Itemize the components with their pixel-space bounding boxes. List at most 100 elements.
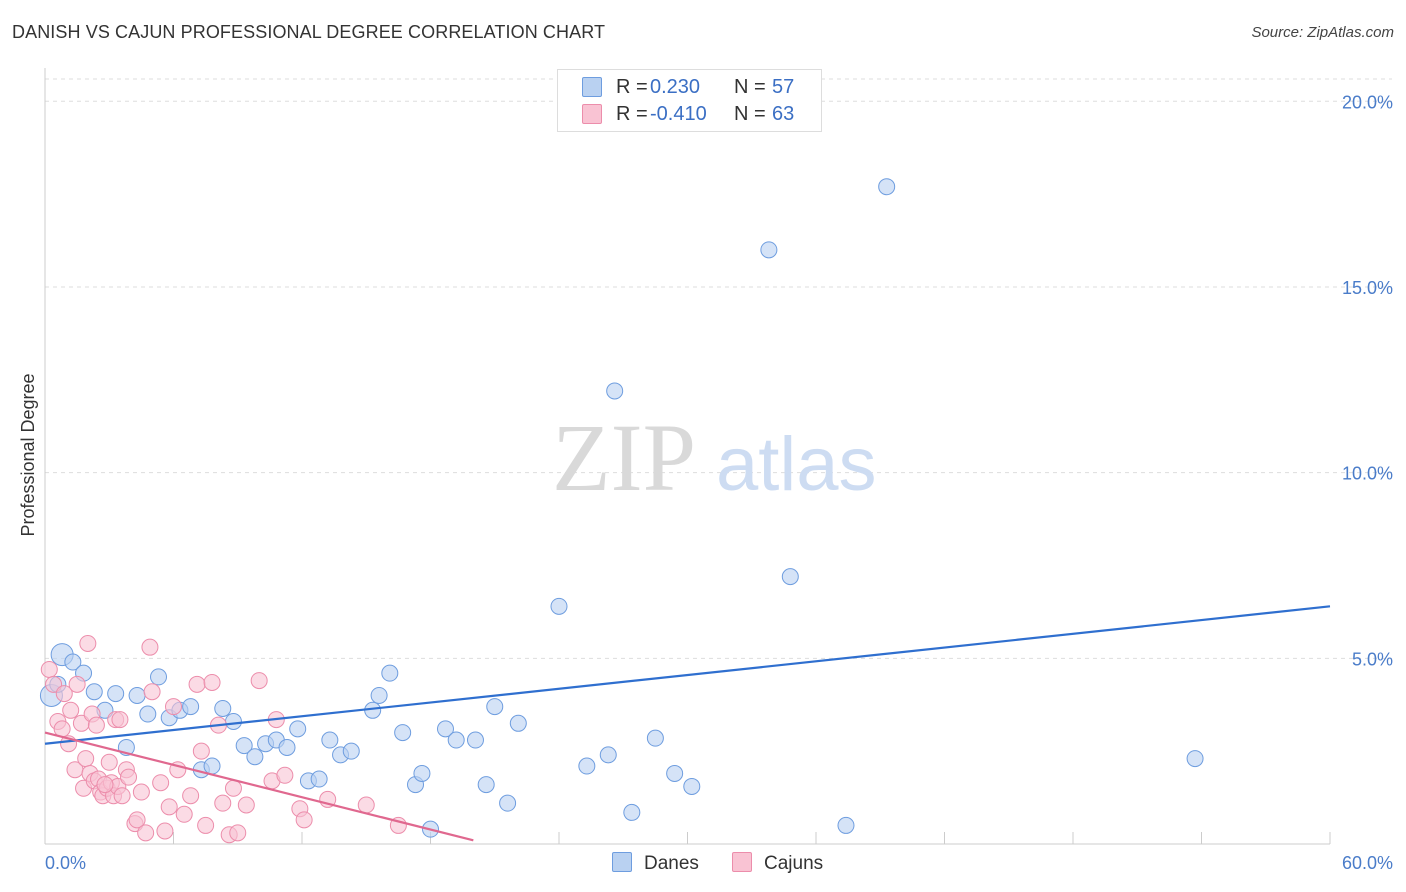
y-tick-label: 15.0%	[1342, 278, 1393, 298]
data-point-cajuns	[295, 811, 313, 829]
data-point-danes	[413, 764, 431, 782]
x-tick-label-min: 0.0%	[45, 853, 86, 873]
data-point-cajuns	[203, 673, 221, 691]
legend-swatch-danes	[612, 852, 632, 872]
data-point-danes	[578, 757, 596, 775]
data-point-cajuns	[250, 672, 268, 690]
data-point-cajuns	[276, 766, 294, 784]
data-point-cajuns	[192, 742, 210, 760]
data-point-danes	[64, 653, 82, 671]
data-point-danes	[107, 685, 125, 703]
data-point-cajuns	[62, 701, 80, 719]
watermark-atlas: atlas	[716, 422, 877, 507]
data-point-danes	[599, 746, 617, 764]
data-point-danes	[550, 597, 568, 615]
data-point-cajuns	[68, 675, 86, 693]
data-point-danes	[646, 729, 664, 747]
data-point-cajuns	[237, 796, 255, 814]
data-point-cajuns	[165, 698, 182, 716]
legend-r-value-danes: 0.230	[650, 76, 701, 98]
data-point-cajuns	[182, 787, 200, 805]
data-point-danes	[370, 686, 388, 704]
stats-legend: R = 0.230 N = 57 R = -0.410 N = 63	[557, 69, 822, 132]
chart-title: DANISH VS CAJUN PROFESSIONAL DEGREE CORR…	[12, 22, 606, 42]
data-point-danes	[321, 731, 339, 749]
y-tick-labels: 5.0% 10.0% 15.0% 20.0%	[1342, 92, 1393, 669]
legend-item-danes: Danes	[612, 852, 699, 876]
data-point-danes	[128, 686, 146, 704]
data-point-danes	[606, 382, 624, 400]
data-point-danes	[878, 178, 896, 196]
legend-n-value-cajuns: 63	[772, 103, 795, 125]
legend-n-label: N =	[734, 103, 766, 125]
data-point-cajuns	[141, 638, 159, 656]
data-points	[39, 178, 1204, 844]
data-point-cajuns	[357, 796, 375, 814]
data-point-danes	[436, 720, 454, 738]
source-label: Source: ZipAtlas.com	[1251, 24, 1394, 41]
data-point-cajuns	[160, 798, 178, 816]
data-point-danes	[85, 683, 103, 701]
data-point-danes	[666, 764, 684, 782]
data-point-cajuns	[229, 824, 247, 842]
data-point-cajuns	[152, 774, 170, 792]
data-point-cajuns	[77, 750, 95, 768]
data-point-cajuns	[96, 776, 114, 794]
trend-line-cajuns	[44, 731, 474, 842]
data-point-cajuns	[45, 675, 63, 693]
y-axis-label: Professional Degree	[18, 373, 38, 536]
y-tick-label: 5.0%	[1352, 649, 1393, 669]
data-point-danes	[1186, 750, 1204, 768]
data-point-danes	[182, 698, 200, 716]
grid-lines	[45, 78, 1392, 659]
data-point-danes	[150, 668, 168, 686]
data-point-cajuns	[197, 816, 215, 834]
x-tick-label-max: 60.0%	[1342, 853, 1393, 873]
data-point-cajuns	[143, 683, 161, 701]
axes	[44, 68, 1331, 845]
data-point-danes	[499, 794, 517, 812]
data-point-cajuns	[55, 685, 73, 703]
data-point-danes	[278, 738, 296, 756]
data-point-danes	[760, 241, 778, 259]
data-point-cajuns	[100, 753, 118, 771]
legend-r-label: R =	[616, 76, 648, 98]
data-point-cajuns	[111, 711, 129, 729]
data-point-danes	[246, 748, 264, 766]
y-tick-label: 20.0%	[1342, 92, 1393, 112]
legend-r-value-cajuns: -0.410	[650, 103, 707, 125]
legend-item-cajuns: Cajuns	[732, 852, 823, 876]
legend-label-danes: Danes	[644, 853, 699, 874]
data-point-danes	[683, 777, 701, 795]
data-point-danes	[623, 803, 641, 821]
data-point-cajuns	[175, 805, 193, 823]
data-point-cajuns	[156, 822, 174, 840]
data-point-danes	[224, 712, 242, 730]
data-point-cajuns	[137, 824, 155, 842]
data-point-cajuns	[188, 675, 206, 693]
data-point-danes	[477, 776, 495, 794]
data-point-danes	[837, 816, 855, 834]
data-point-cajuns	[120, 768, 138, 786]
y-tick-label: 10.0%	[1342, 464, 1393, 484]
data-point-danes	[203, 757, 221, 775]
watermark-zip: ZIP	[552, 404, 696, 511]
data-point-danes	[310, 770, 328, 788]
data-point-danes	[214, 699, 232, 717]
data-point-cajuns	[40, 660, 58, 678]
legend-n-value-danes: 57	[772, 76, 795, 98]
data-point-danes	[381, 664, 399, 682]
data-point-danes	[447, 731, 465, 749]
data-point-cajuns	[113, 787, 131, 805]
data-point-cajuns	[214, 794, 232, 812]
data-point-cajuns	[132, 783, 150, 801]
data-point-danes	[781, 568, 799, 586]
legend-r-label: R =	[616, 103, 648, 125]
trend-lines	[44, 605, 1331, 842]
x-tick-labels: 0.0% 60.0%	[45, 853, 1393, 873]
watermark: ZIP atlas	[552, 404, 877, 511]
data-point-cajuns	[128, 811, 146, 829]
data-point-cajuns	[87, 716, 105, 734]
data-point-danes	[342, 742, 360, 760]
